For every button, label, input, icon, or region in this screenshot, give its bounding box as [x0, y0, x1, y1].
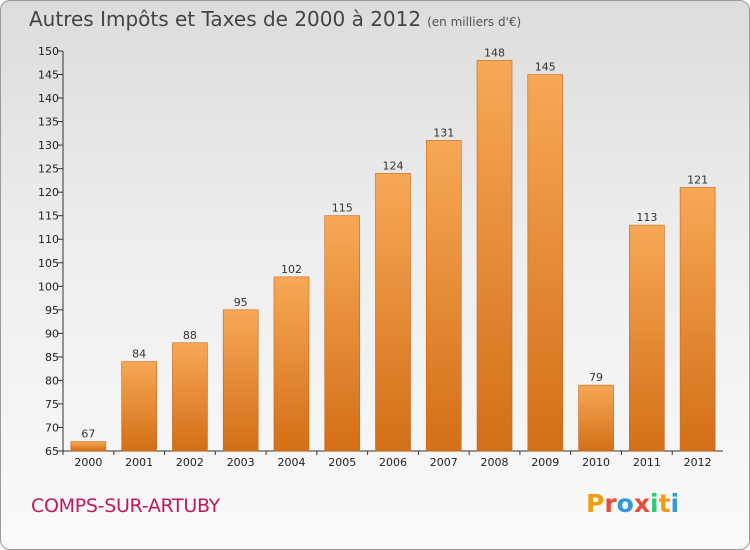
- x-tick-label: 2008: [481, 456, 509, 469]
- y-tick-label: 105: [38, 257, 59, 270]
- logo-letter: i: [670, 489, 680, 518]
- y-tick-label: 145: [38, 69, 59, 82]
- x-tick-label: 2010: [582, 456, 610, 469]
- bar: [222, 309, 259, 452]
- bar-value-label: 145: [535, 61, 556, 74]
- chart-title-text: Autres Impôts et Taxes de 2000 à 2012: [29, 7, 422, 31]
- bar: [425, 140, 462, 452]
- chart-title: Autres Impôts et Taxes de 2000 à 2012 (en…: [29, 7, 521, 31]
- x-tick-label: 2002: [176, 456, 204, 469]
- bar: [70, 441, 107, 452]
- logo-letter: P: [586, 489, 605, 518]
- y-tick-label: 120: [38, 186, 59, 199]
- logo-letter: x: [633, 489, 650, 518]
- bar-value-label: 148: [484, 46, 505, 59]
- y-tick-label: 150: [38, 45, 59, 58]
- y-tick-label: 140: [38, 92, 59, 105]
- x-tick-label: 2000: [74, 456, 102, 469]
- bar-value-label: 113: [636, 211, 657, 224]
- bar-value-label: 67: [81, 428, 95, 441]
- bar: [273, 276, 310, 452]
- logo-letter: t: [658, 489, 671, 518]
- bar-value-label: 84: [132, 348, 146, 361]
- bar-value-label: 79: [589, 371, 603, 384]
- bar: [578, 384, 614, 452]
- x-tick-label: 2011: [633, 456, 661, 469]
- bar-value-label: 121: [687, 173, 708, 186]
- chart-unit: (en milliers d'€): [427, 15, 522, 29]
- x-tick-label: 2005: [328, 456, 356, 469]
- x-tick-label: 2004: [277, 456, 305, 469]
- bar: [527, 74, 564, 452]
- y-tick-label: 130: [38, 139, 59, 152]
- y-tick-label: 65: [45, 445, 59, 458]
- x-tick-label: 2003: [227, 456, 255, 469]
- y-tick-label: 85: [45, 351, 59, 364]
- y-tick-label: 100: [38, 280, 59, 293]
- x-tick-label: 2007: [430, 456, 458, 469]
- y-tick-label: 95: [45, 304, 59, 317]
- proxiti-logo: Proxiti: [586, 489, 679, 518]
- x-tick-label: 2001: [125, 456, 153, 469]
- y-tick-label: 125: [38, 163, 59, 176]
- y-tick-label: 80: [45, 374, 59, 387]
- y-tick-label: 90: [45, 327, 59, 340]
- x-tick-label: 2006: [379, 456, 407, 469]
- bar: [375, 173, 411, 452]
- commune-name: COMPS-SUR-ARTUBY: [31, 495, 220, 517]
- bar: [324, 215, 361, 452]
- bar: [476, 60, 513, 452]
- bar-value-label: 102: [281, 263, 302, 276]
- x-tick-label: 2012: [684, 456, 712, 469]
- bar: [121, 361, 157, 452]
- bar-value-label: 124: [383, 159, 404, 172]
- y-tick-label: 115: [38, 210, 59, 223]
- y-tick-label: 75: [45, 398, 59, 411]
- bar-value-label: 115: [332, 202, 353, 215]
- bar-value-label: 88: [183, 329, 197, 342]
- logo-letter: i: [650, 489, 659, 518]
- y-tick-label: 110: [38, 233, 59, 246]
- x-tick-label: 2009: [531, 456, 559, 469]
- logo-letter: o: [616, 489, 634, 518]
- bar: [629, 224, 665, 452]
- y-tick-label: 135: [38, 116, 59, 129]
- bar-value-label: 131: [433, 126, 454, 139]
- logo-letter: r: [604, 489, 617, 518]
- bar-value-label: 95: [234, 296, 248, 309]
- y-tick-label: 70: [45, 421, 59, 434]
- bar: [679, 187, 716, 452]
- bar: [172, 342, 208, 452]
